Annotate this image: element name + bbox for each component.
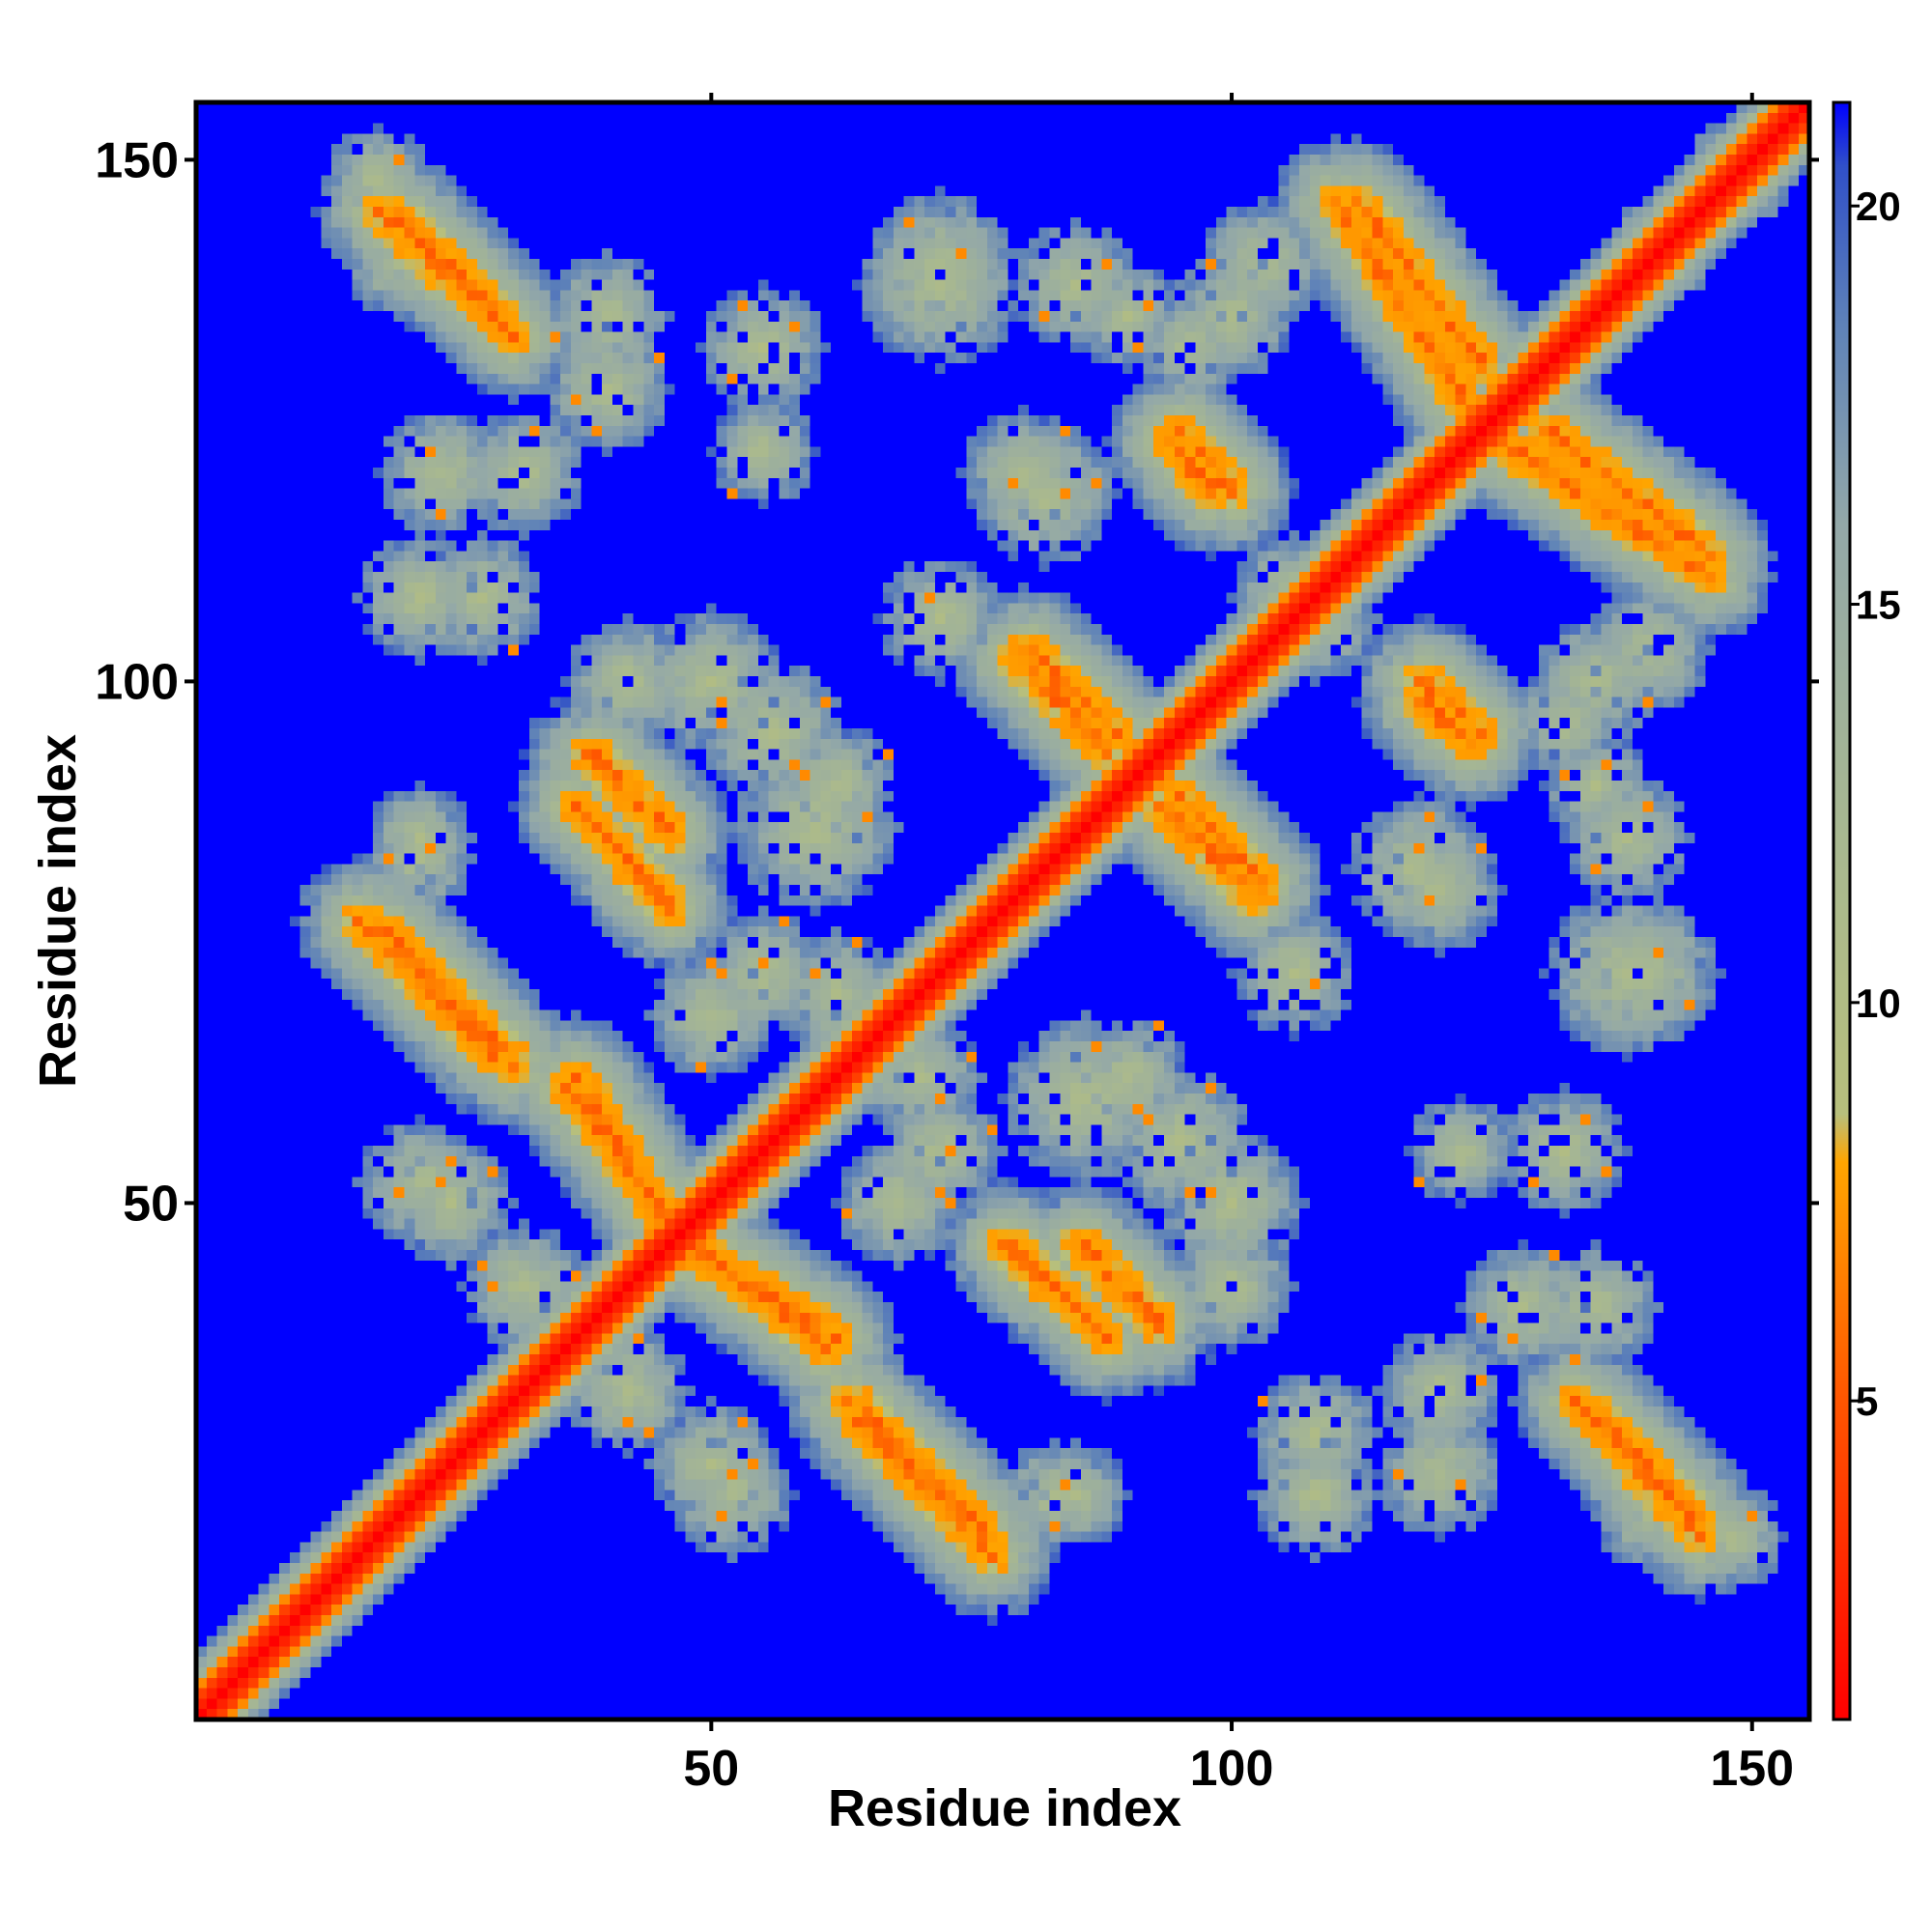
x-tick-label-50: 50 <box>683 1741 739 1797</box>
x-tick-label-150: 150 <box>1710 1741 1794 1797</box>
x-tick-label-100: 100 <box>1190 1741 1274 1797</box>
plot-frame <box>193 99 1812 1722</box>
colorbar-tick-label-15: 15 <box>1856 582 1901 628</box>
x-axis-ticks: 50 100 150 <box>683 93 1794 1797</box>
y-tick-label-150: 150 <box>95 132 179 188</box>
colorbar-tick-label-20: 20 <box>1856 184 1901 229</box>
colorbar <box>1832 100 1852 1721</box>
x-axis-label: Residue index <box>828 1779 1181 1837</box>
heatmap-cells <box>196 102 1809 1719</box>
colorbar-ticks: 5 10 15 20 <box>1850 184 1901 1424</box>
y-axis-ticks: 50 100 150 <box>95 132 1819 1232</box>
y-tick-label-50: 50 <box>123 1176 179 1232</box>
colorbar-tick-label-5: 5 <box>1856 1378 1878 1424</box>
colorbar-tick-label-10: 10 <box>1856 980 1901 1026</box>
y-axis-label: Residue index <box>29 734 87 1088</box>
y-tick-label-100: 100 <box>95 654 179 710</box>
